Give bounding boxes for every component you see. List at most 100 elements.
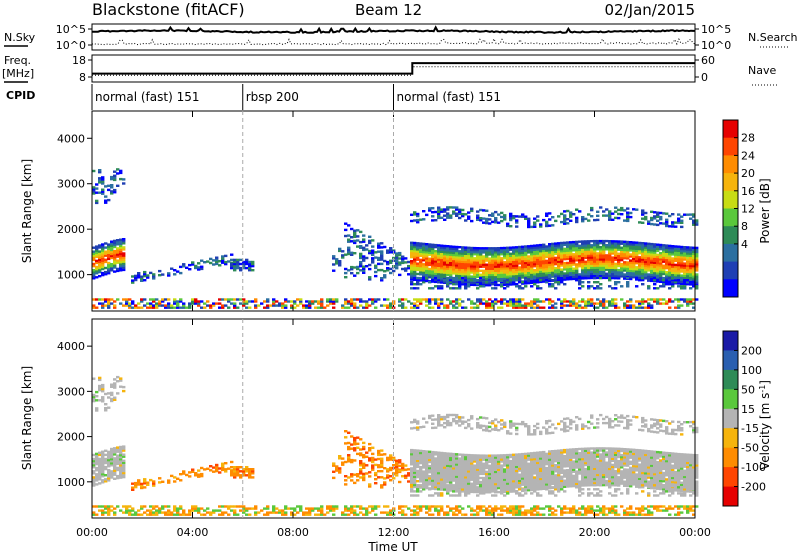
power-cell xyxy=(209,261,213,265)
power-cell xyxy=(410,262,414,265)
velocity-cell xyxy=(389,458,393,461)
power-cell xyxy=(410,245,414,248)
power-cell xyxy=(464,275,468,278)
power-cell xyxy=(644,271,648,274)
power-cell xyxy=(641,276,645,280)
power-cell xyxy=(695,267,699,270)
power-cell xyxy=(440,254,444,258)
power-cell xyxy=(371,245,375,248)
power-cell xyxy=(167,298,171,301)
velocity-cell xyxy=(437,414,441,417)
velocity-cell xyxy=(440,418,444,421)
power-cell xyxy=(206,260,210,263)
power-cell xyxy=(152,298,156,301)
velocity-cell xyxy=(95,452,99,456)
power-cell xyxy=(428,302,432,305)
power-cell xyxy=(620,206,624,210)
velocity-cell xyxy=(101,511,105,514)
power-cell xyxy=(659,254,663,257)
velocity-cell xyxy=(512,463,516,467)
velocity-cell xyxy=(440,453,444,457)
power-cell xyxy=(107,243,111,246)
power-cell xyxy=(215,262,219,266)
power-cell xyxy=(506,254,510,258)
power-cell xyxy=(575,263,579,266)
power-cell xyxy=(506,224,510,228)
velocity-cell xyxy=(416,507,420,510)
power-cell xyxy=(596,244,600,247)
velocity-cell xyxy=(347,445,351,449)
velocity-cell xyxy=(488,458,492,461)
power-cell xyxy=(530,271,534,274)
power-cell xyxy=(443,273,447,276)
power-cell xyxy=(605,239,609,243)
power-cell xyxy=(113,304,117,307)
power-cell xyxy=(476,249,480,252)
power-cell xyxy=(332,298,336,301)
power-cell xyxy=(455,206,459,209)
velocity-cell xyxy=(200,466,204,470)
power-cell xyxy=(113,256,117,259)
power-cell xyxy=(110,263,114,266)
power-cell xyxy=(404,267,408,270)
power-cell xyxy=(500,211,504,215)
power-cell xyxy=(221,259,225,262)
velocity-cell xyxy=(176,511,180,514)
power-cell xyxy=(686,276,690,280)
velocity-cell xyxy=(209,469,213,472)
velocity-cell xyxy=(131,509,135,512)
power-cell xyxy=(560,243,564,247)
velocity-cell xyxy=(113,453,117,456)
power-cell xyxy=(488,222,492,225)
power-cell xyxy=(233,302,237,305)
velocity-cell xyxy=(467,492,471,495)
velocity-cell xyxy=(476,490,480,493)
power-cell xyxy=(521,281,525,284)
power-cell xyxy=(584,256,588,259)
power-cell xyxy=(566,247,570,250)
power-cell xyxy=(416,306,420,309)
power-cell xyxy=(539,252,543,255)
velocity-cell xyxy=(452,471,456,474)
velocity-cell xyxy=(281,509,285,512)
velocity-cell xyxy=(332,509,336,512)
power-cell xyxy=(683,285,687,288)
velocity-cell xyxy=(119,451,123,455)
velocity-cell xyxy=(272,505,276,508)
power-cell xyxy=(359,304,363,307)
velocity-cell xyxy=(479,505,483,508)
velocity-cell xyxy=(452,465,456,468)
velocity-cell xyxy=(485,429,489,432)
power-cell xyxy=(419,252,423,255)
power-cell xyxy=(677,270,681,273)
power-cell xyxy=(656,268,660,271)
power-cell xyxy=(569,261,573,264)
velocity-cell xyxy=(464,461,468,465)
velocity-cell xyxy=(470,474,474,477)
power-cell xyxy=(410,278,414,281)
velocity-cell xyxy=(479,470,483,474)
power-cell xyxy=(440,248,444,251)
power-cell xyxy=(95,247,99,250)
power-cell xyxy=(575,304,579,307)
velocity-cell xyxy=(455,469,459,472)
power-cell xyxy=(608,250,612,253)
velocity-cell xyxy=(452,479,456,482)
power-cell xyxy=(506,265,510,268)
velocity-cell xyxy=(119,456,123,459)
velocity-cell xyxy=(464,513,468,516)
velocity-cell xyxy=(455,494,459,497)
velocity-cell xyxy=(425,486,429,490)
power-cell xyxy=(491,306,495,309)
power-cell xyxy=(587,246,591,249)
power-cell xyxy=(527,304,531,307)
noise-right-ticks: 10^510^0 xyxy=(695,23,731,52)
power-cell xyxy=(113,170,117,173)
power-cell xyxy=(449,259,453,262)
velocity-cell xyxy=(380,457,384,460)
power-cell xyxy=(584,262,588,266)
power-cell xyxy=(92,275,96,278)
velocity-cell xyxy=(335,469,339,472)
power-cell xyxy=(497,275,501,278)
power-cell xyxy=(395,258,399,261)
